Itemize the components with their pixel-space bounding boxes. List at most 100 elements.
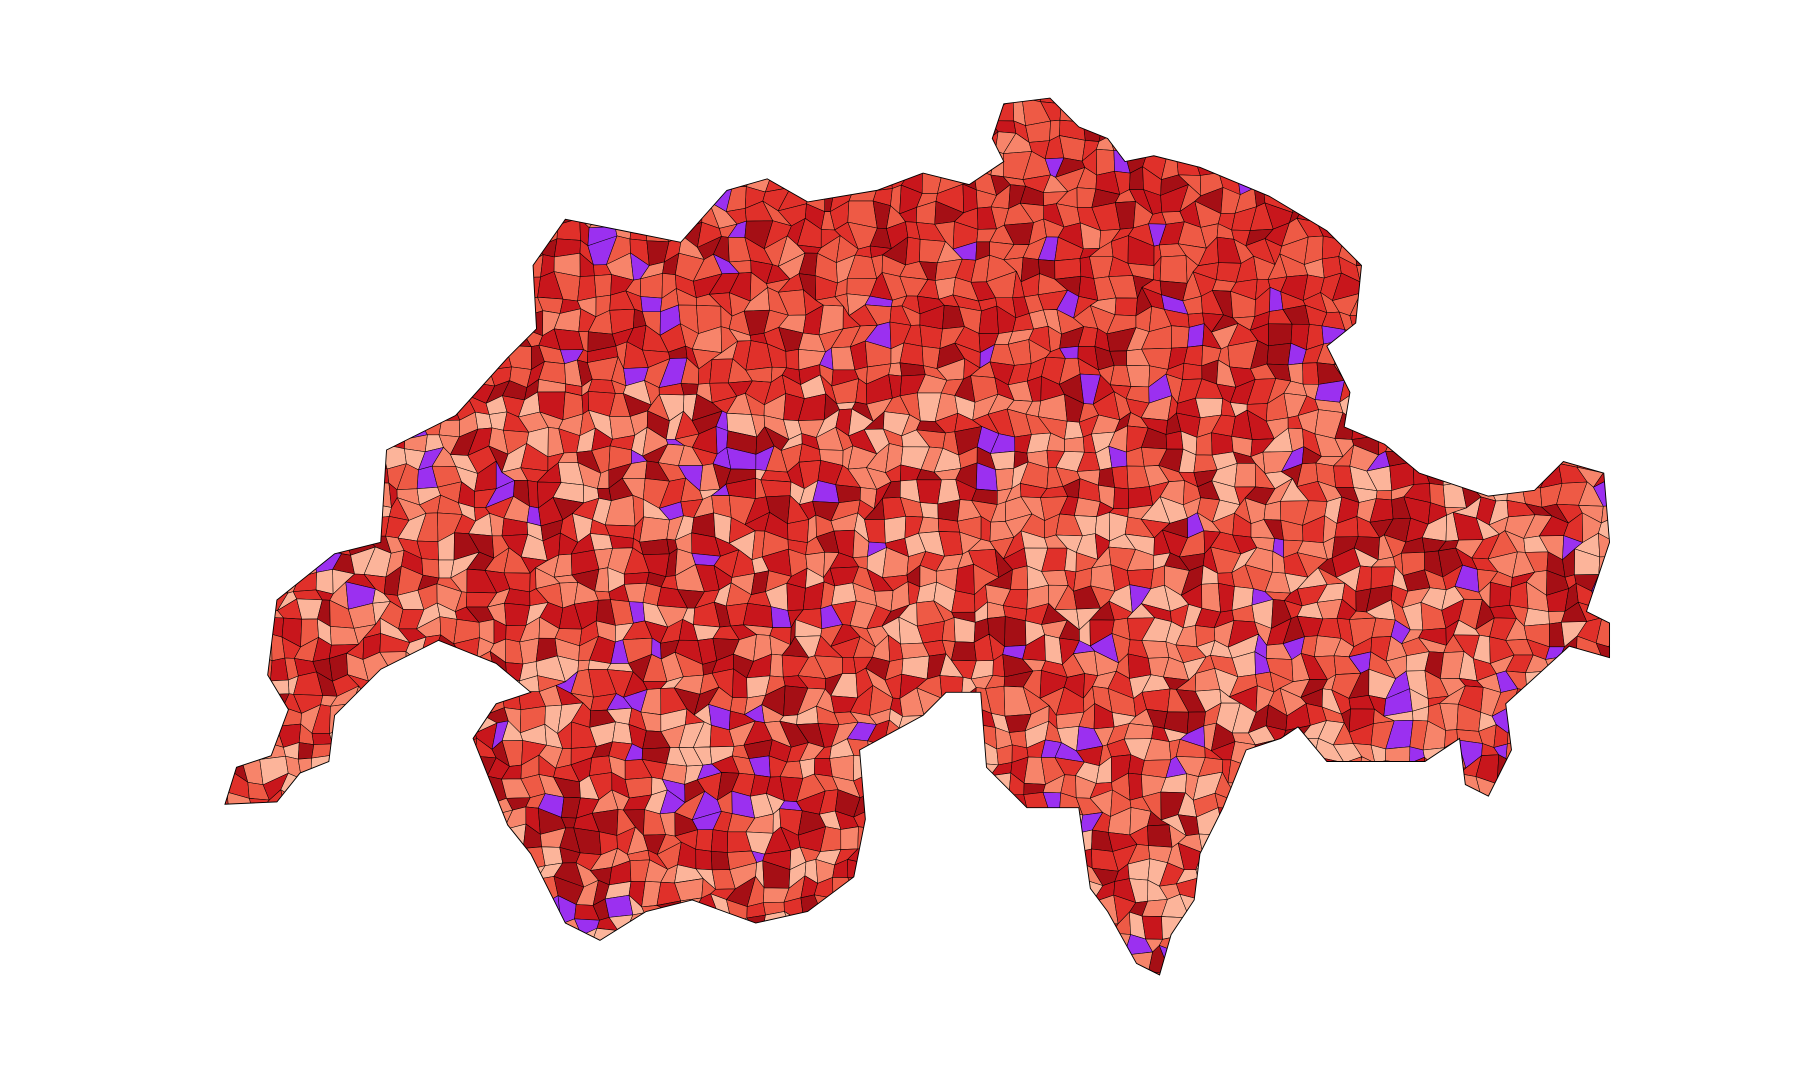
municipality <box>1438 341 1461 363</box>
municipality <box>295 929 318 958</box>
municipality <box>1039 879 1069 907</box>
municipality <box>1506 393 1536 414</box>
municipality <box>1545 330 1569 350</box>
municipality <box>712 134 739 158</box>
municipality <box>995 468 1015 492</box>
municipality <box>1006 964 1033 975</box>
municipality <box>746 914 766 938</box>
municipality <box>898 715 925 734</box>
municipality <box>524 878 543 906</box>
municipality <box>1614 240 1632 260</box>
municipality <box>1591 375 1610 405</box>
municipality <box>267 617 284 638</box>
municipality <box>414 148 445 178</box>
municipality <box>1491 270 1513 301</box>
municipality <box>1458 965 1477 975</box>
municipality <box>310 253 333 283</box>
municipality <box>957 953 978 974</box>
municipality <box>243 497 265 520</box>
municipality <box>1632 259 1646 277</box>
municipality <box>400 776 421 798</box>
municipality <box>867 929 894 957</box>
municipality <box>1548 818 1567 830</box>
municipality <box>1633 947 1654 974</box>
municipality <box>789 929 802 957</box>
municipality <box>1542 201 1563 229</box>
municipality <box>422 969 445 975</box>
municipality <box>866 948 891 966</box>
municipality <box>487 252 508 276</box>
municipality <box>263 921 289 942</box>
municipality <box>1630 451 1644 469</box>
municipality <box>519 155 542 174</box>
municipality <box>1298 152 1328 173</box>
municipality <box>676 912 694 929</box>
municipality <box>1527 434 1547 455</box>
municipality <box>242 314 272 336</box>
municipality <box>1427 140 1444 155</box>
municipality <box>833 98 858 111</box>
municipality <box>224 608 254 629</box>
municipality <box>314 951 339 966</box>
municipality <box>370 169 393 192</box>
municipality <box>1599 202 1610 224</box>
municipality <box>281 844 303 870</box>
municipality <box>379 945 405 973</box>
municipality <box>1349 136 1373 162</box>
municipality <box>833 167 861 195</box>
municipality <box>1246 116 1276 145</box>
municipality <box>1456 304 1483 326</box>
municipality <box>1421 98 1449 122</box>
municipality <box>1340 808 1357 835</box>
municipality <box>1281 984 1310 1006</box>
municipality <box>1262 142 1284 160</box>
municipality <box>1405 812 1427 827</box>
municipality <box>419 795 436 818</box>
municipality <box>823 980 835 1009</box>
municipality <box>432 719 458 750</box>
municipality <box>936 965 959 975</box>
municipality <box>1476 135 1497 162</box>
municipality <box>230 555 254 575</box>
municipality <box>1160 114 1189 145</box>
municipality <box>1522 183 1549 210</box>
municipality <box>1608 818 1610 836</box>
municipality <box>1421 792 1447 813</box>
municipality <box>735 115 751 141</box>
municipality <box>987 905 1010 917</box>
municipality <box>1611 203 1635 227</box>
municipality <box>1390 103 1411 119</box>
municipality <box>1423 114 1449 144</box>
municipality <box>609 98 636 124</box>
municipality <box>1595 642 1610 660</box>
municipality <box>1297 166 1324 192</box>
municipality <box>1405 258 1423 279</box>
municipality <box>321 187 337 206</box>
municipality <box>452 256 480 277</box>
municipality <box>1523 936 1553 955</box>
municipality <box>1488 98 1516 111</box>
municipality <box>380 98 408 107</box>
municipality <box>587 98 615 111</box>
municipality <box>1250 760 1275 784</box>
municipality <box>224 583 237 613</box>
municipality <box>1591 222 1610 243</box>
municipality <box>353 133 376 161</box>
municipality <box>1592 689 1610 717</box>
municipality <box>1540 394 1565 413</box>
municipality <box>243 947 269 971</box>
municipality <box>417 774 442 798</box>
municipality <box>1562 333 1577 348</box>
municipality <box>1091 950 1116 968</box>
municipality <box>575 151 591 175</box>
municipality <box>1608 619 1610 647</box>
municipality <box>1544 115 1570 143</box>
municipality <box>506 957 532 974</box>
municipality <box>268 287 284 317</box>
municipality <box>1525 670 1551 691</box>
municipality <box>469 883 497 907</box>
municipality <box>746 972 773 975</box>
municipality <box>1400 771 1426 798</box>
municipality <box>455 707 476 734</box>
municipality <box>934 809 958 835</box>
